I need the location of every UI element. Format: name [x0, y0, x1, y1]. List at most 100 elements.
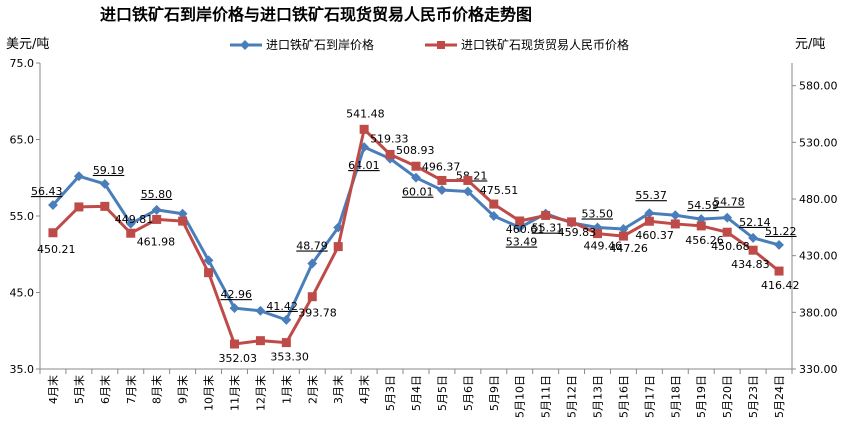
series-1-point: [73, 171, 84, 182]
series-2-point: [411, 161, 421, 171]
left-tick-label: 55.0: [10, 210, 35, 223]
series-2-point: [307, 292, 317, 302]
series-1-data-label: 51.22: [765, 225, 797, 238]
series-1-data-label: 54.59: [687, 199, 719, 212]
series-2-point: [541, 210, 551, 220]
series-1-point: [229, 303, 240, 314]
series-1-data-label: 41.42: [266, 300, 298, 313]
series-2-point: [281, 338, 291, 348]
series-1-data-label: 53.50: [582, 207, 614, 220]
series-2-data-label: 496.37: [422, 160, 461, 173]
series-1-data-label: 56.43: [31, 185, 62, 198]
x-tick-label: 11月末: [227, 375, 241, 411]
series-2-point: [515, 216, 525, 226]
series-2-data-label: 519.33: [370, 132, 409, 145]
x-tick-label: 4月末: [46, 375, 60, 404]
series-2-point: [229, 339, 239, 349]
series-2-point: [178, 216, 188, 226]
x-tick-label: 8月末: [150, 375, 164, 404]
x-tick-label: 5月16日: [617, 375, 630, 418]
series-2-data-label: 449.46: [584, 240, 623, 253]
series-2-point: [644, 216, 654, 226]
series-2-data-label: 475.51: [480, 184, 519, 197]
x-tick-label: 5月18日: [669, 375, 682, 418]
series-1-data-label: 55.37: [635, 189, 667, 202]
series-2-point: [463, 175, 473, 185]
series-2-point: [48, 228, 58, 238]
x-tick-label: 6月末: [98, 375, 112, 404]
x-tick-label: 4月末: [357, 375, 371, 404]
series-1-point: [48, 200, 58, 211]
series-1-data-label: 42.96: [220, 288, 252, 301]
axes: 35.0 45.0 55.0 65.0 75.0 330.00 380.00 430.00 48…: [10, 57, 838, 418]
chart-title: 进口铁矿石到岸价格与进口铁矿石现货贸易人民币价格走势图: [100, 5, 532, 24]
series-2-data-label: 393.78: [298, 307, 337, 320]
x-tick-label: 5月24日: [773, 375, 786, 418]
x-tick-label: 5月23日: [747, 375, 760, 418]
series-2-point: [385, 149, 395, 159]
left-tick-label: 65.0: [10, 134, 35, 147]
right-tick-label: 430.00: [799, 250, 838, 263]
series-1-data-label: 52.14: [739, 216, 771, 229]
series-1-point: [644, 208, 655, 219]
series-1-point: [203, 255, 214, 266]
x-tick-label: 5月4日: [410, 375, 423, 411]
x-tick-label: 5月19日: [695, 375, 708, 418]
series-2-point: [593, 229, 603, 239]
series-1-point: [618, 224, 629, 234]
series-1-point: [462, 186, 473, 197]
series-2-data-label: 449.81: [115, 213, 154, 226]
series-1-point: [125, 218, 136, 229]
series-2-data-label: 460.37: [635, 229, 674, 242]
x-tick-label: 5月17日: [643, 375, 656, 418]
series-1-point: [177, 208, 188, 219]
x-tick-label: 9月末: [176, 375, 190, 404]
series-1-point: [670, 210, 681, 221]
series-2-point: [74, 202, 84, 212]
x-tick-label: 2月末: [305, 375, 319, 404]
series-2-data-label: 416.42: [761, 279, 800, 292]
series-2-point: [126, 228, 136, 238]
series-2-data-label: 447.26: [609, 242, 648, 255]
left-tick-label: 35.0: [10, 363, 35, 376]
series-1-point: [722, 212, 733, 223]
x-tick-label: 3月末: [331, 375, 345, 404]
series-1-point: [488, 211, 499, 221]
series-2-data-label: 434.83: [731, 258, 770, 271]
x-tick-label: 5月末: [72, 375, 86, 404]
right-tick-label: 330.00: [799, 363, 838, 376]
series-2-point: [567, 217, 577, 227]
series-1-data-label: 60.01: [402, 186, 434, 199]
series-2-point: [437, 175, 447, 185]
series-2-data-label: 460.61: [506, 223, 544, 236]
series-2-point: [204, 268, 214, 278]
series-1-data-label: 55.80: [141, 188, 173, 201]
x-tick-label: 5月9日: [488, 375, 501, 411]
series-1-point: [774, 239, 784, 250]
series-1-point: [748, 232, 759, 243]
series-2-data-label: 456.26: [685, 234, 724, 247]
series-2-data-label: 450.68: [711, 240, 750, 253]
right-axis-unit: 元/吨: [795, 37, 825, 52]
left-axis-unit: 美元/吨: [6, 37, 49, 52]
series-2-point: [748, 245, 758, 255]
series-2-data-label: 508.93: [396, 144, 435, 157]
x-tick-label: 5月11日: [540, 375, 553, 418]
plot-area: 56.43 59.19 55.80 42.96 41.42 48.79 64.01 60.01…: [31, 107, 800, 365]
series-2-point: [100, 201, 110, 211]
series-1-point: [281, 314, 292, 325]
legend-marker-2: [437, 41, 445, 49]
x-tick-label: 5月6日: [462, 375, 475, 411]
series-2-data-label: 459.83: [558, 226, 597, 239]
series-1-data-label: 48.79: [296, 240, 328, 253]
series-2-data-label: 352.03: [218, 352, 257, 365]
series-1-data-label: 59.19: [93, 164, 125, 177]
series-1-point: [307, 258, 318, 269]
series-2-point: [359, 124, 369, 134]
x-tick-label: 12月末: [253, 375, 267, 411]
right-tick-label: 530.00: [799, 136, 838, 149]
series-2-point: [696, 221, 706, 231]
series-1-data-label: 53.49: [506, 236, 537, 249]
x-tick-label: 5月13日: [592, 375, 605, 418]
series-2-point: [618, 231, 628, 241]
